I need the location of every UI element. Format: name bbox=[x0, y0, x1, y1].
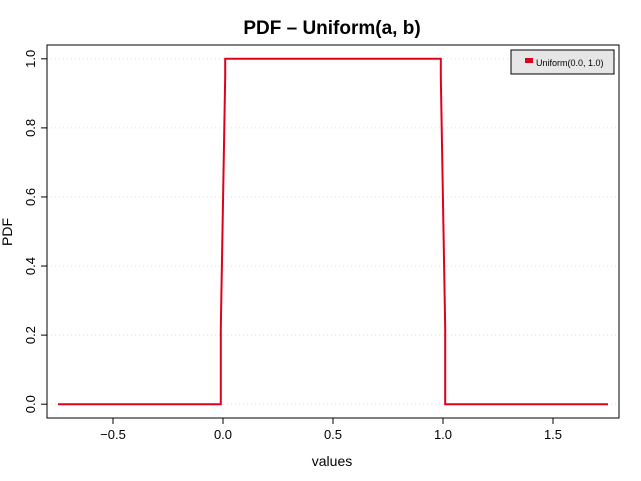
plot-frame bbox=[46, 44, 620, 419]
x-tick-label-0: −0.5 bbox=[100, 427, 126, 442]
x-tick-label-4: 1.5 bbox=[544, 427, 562, 442]
series-layer bbox=[58, 57, 608, 406]
y-axis: 0.0 0.2 0.4 0.6 0.8 1.0 bbox=[23, 50, 48, 413]
x-tick-label-2: 0.5 bbox=[324, 427, 342, 442]
series-line-0 bbox=[58, 57, 608, 406]
y-tick-label-1: 0.2 bbox=[23, 326, 38, 344]
x-tick-label-3: 1.0 bbox=[434, 427, 452, 442]
y-axis-label: PDF bbox=[0, 218, 15, 246]
x-axis-label: values bbox=[312, 453, 352, 469]
grid bbox=[47, 58, 619, 405]
chart-title: PDF – Uniform(a, b) bbox=[243, 18, 420, 39]
x-tick-label-1: 0.0 bbox=[214, 427, 232, 442]
y-tick-label-5: 1.0 bbox=[23, 50, 38, 68]
legend: Uniform(0.0, 1.0) bbox=[510, 49, 615, 75]
x-axis: −0.5 0.0 0.5 1.0 1.5 bbox=[100, 417, 562, 442]
y-tick-label-4: 0.8 bbox=[23, 119, 38, 137]
y-tick-label-0: 0.0 bbox=[23, 395, 38, 413]
legend-entry-uniform: Uniform(0.0, 1.0) bbox=[536, 58, 604, 68]
y-tick-label-3: 0.6 bbox=[23, 188, 38, 206]
y-tick-label-2: 0.4 bbox=[23, 257, 38, 275]
legend-swatch bbox=[525, 58, 533, 63]
